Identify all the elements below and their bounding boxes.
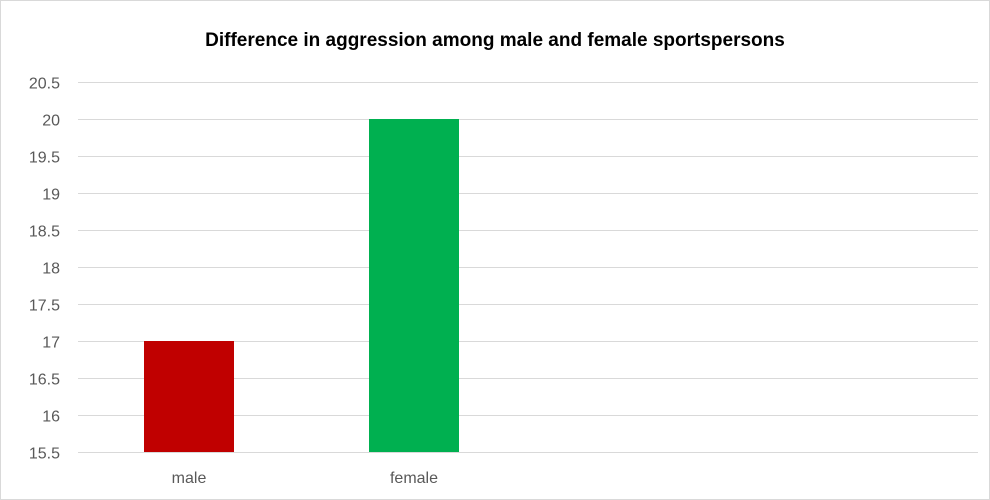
y-tick-label: 19.5 [29,150,60,167]
y-tick-label: 17.5 [29,298,60,315]
bar-male [144,341,234,452]
y-tick-label: 16 [42,409,60,426]
y-tick-label: 19 [42,187,60,204]
x-tick-label-male: male [172,470,207,487]
bar-female [369,119,459,452]
bars [144,119,459,452]
chart-title: Difference in aggression among male and … [205,30,785,51]
y-axis-tick-labels: 15.5 16 16.5 17 17.5 18 18.5 19 19.5 20 20.5 [29,76,60,463]
y-tick-label: 17 [42,335,60,352]
y-tick-label: 18.5 [29,224,60,241]
y-tick-label: 16.5 [29,372,60,389]
y-tick-label: 20 [42,113,60,130]
y-tick-label: 18 [42,261,60,278]
y-tick-label: 20.5 [29,76,60,93]
gridlines [78,82,978,453]
x-axis-tick-labels: male female [172,470,438,487]
y-tick-label: 15.5 [29,446,60,463]
x-tick-label-female: female [390,470,438,487]
